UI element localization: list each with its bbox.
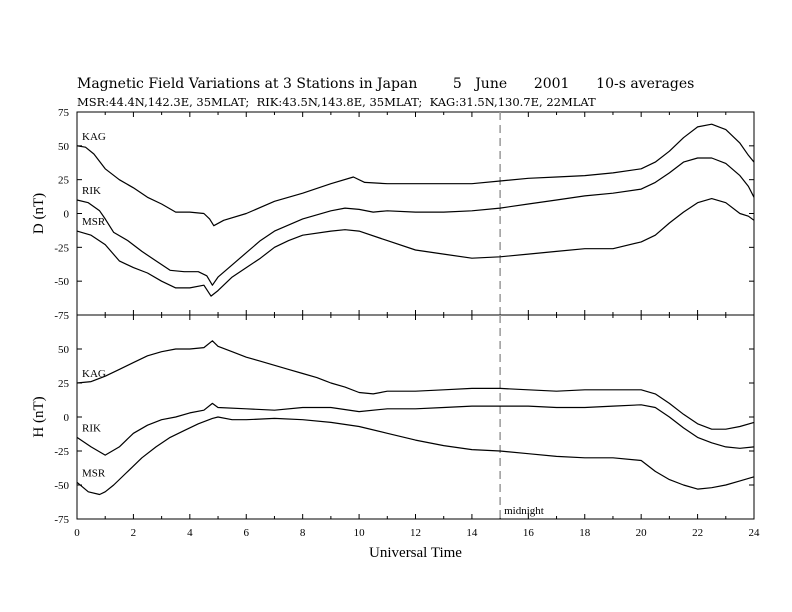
series-msr-label: MSR	[82, 467, 106, 479]
x-tick-label: 24	[749, 527, 761, 539]
y-axis-title: D (nT)	[31, 193, 47, 234]
x-tick-label: 22	[692, 527, 703, 539]
series-kag-label: KAG	[82, 368, 106, 380]
y-tick-label: -50	[54, 276, 69, 288]
plot-panels: 75 50 25 0 -25 -50 -75 D (nT) KAG RIK MSR 50 25 0 -25 -…	[31, 107, 760, 561]
y-tick-label: 0	[64, 209, 70, 221]
x-tick-label: 2	[131, 527, 137, 539]
y-tick-label: -75	[54, 310, 69, 322]
midnight-label: midnight	[504, 505, 544, 517]
x-tick-label: 18	[579, 527, 591, 539]
x-tick-label: 12	[410, 527, 421, 539]
series-msr-line	[76, 416, 755, 496]
y-tick-label: 25	[58, 175, 70, 187]
y-tick-label: -75	[54, 514, 69, 526]
chart-subtitle: MSR:44.4N,142.3E, 35MLAT; RIK:43.5N,143.…	[77, 95, 596, 109]
series-rik-line	[76, 157, 755, 286]
series-rik-label: RIK	[82, 185, 101, 197]
y-tick-label: -50	[54, 480, 69, 492]
y-tick-label: 50	[58, 141, 70, 153]
x-axis-title: Universal Time	[369, 545, 462, 561]
series-kag-line	[76, 123, 755, 227]
y-tick-label: -25	[54, 242, 69, 254]
plot-frame	[76, 111, 755, 316]
y-axis-title: H (nT)	[31, 396, 47, 437]
x-tick-label: 6	[244, 527, 250, 539]
series-rik-label: RIK	[82, 422, 101, 434]
x-tick-label: 0	[74, 527, 80, 539]
y-tick-label: 25	[58, 378, 70, 390]
series-kag-line	[76, 340, 755, 430]
x-tick-label: 10	[354, 527, 366, 539]
y-tick-label: 0	[64, 412, 70, 424]
x-tick-label: 14	[466, 527, 478, 539]
x-tick-label: 4	[187, 527, 193, 539]
x-tick-label: 20	[636, 527, 648, 539]
x-tick-label: 8	[300, 527, 306, 539]
y-tick-label: -25	[54, 446, 69, 458]
series-msr-label: MSR	[82, 216, 106, 228]
chart-title: Magnetic Field Variations at 3 Stations …	[77, 76, 694, 92]
series-msr-line	[76, 198, 755, 297]
series-kag-label: KAG	[82, 131, 106, 143]
plot-frame	[76, 314, 755, 520]
panel-top: 75 50 25 0 -25 -50 -75 D (nT) KAG RIK MSR	[31, 107, 755, 322]
y-tick-label: 50	[58, 344, 70, 356]
y-tick-label: 75	[58, 107, 70, 119]
series-rik-line	[76, 402, 755, 456]
x-tick-label: 16	[523, 527, 535, 539]
